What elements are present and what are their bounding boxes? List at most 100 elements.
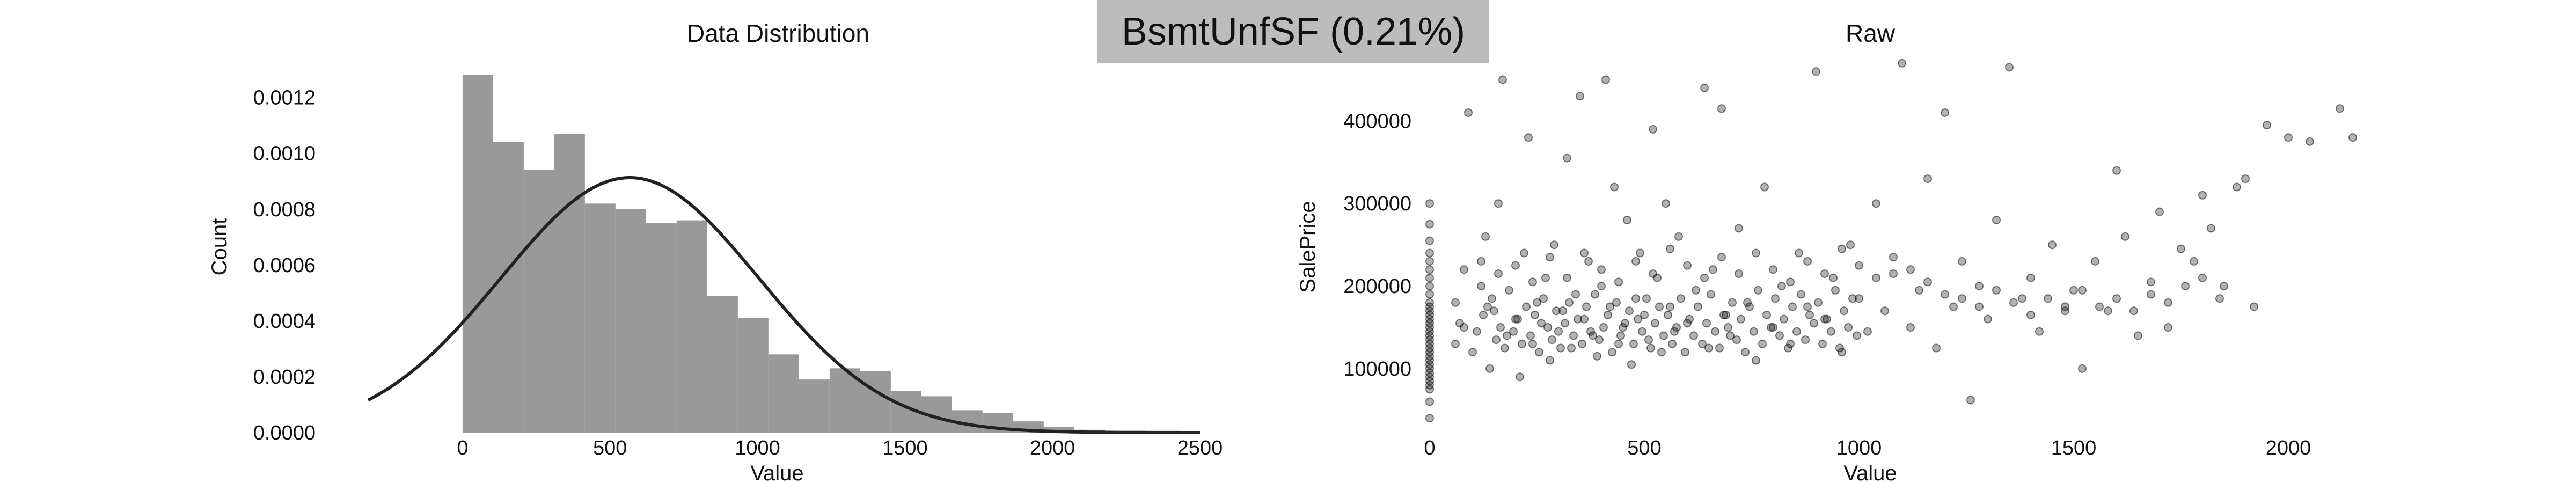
scatter-point <box>1425 199 1434 208</box>
scatter-y-label: SalePrice <box>1296 201 1320 292</box>
scatter-point <box>2009 298 2018 307</box>
scatter-point <box>1425 257 1434 266</box>
scatter-point <box>1511 314 1520 324</box>
scatter-point <box>1642 294 1651 303</box>
scatter-point <box>1533 298 1541 307</box>
scatter-point <box>1709 265 1717 274</box>
scatter-point <box>2078 286 2087 295</box>
scatter-point <box>1717 104 1726 113</box>
scatter-point <box>1702 319 1711 328</box>
scatter-point <box>2061 306 2069 316</box>
scatter-point <box>2147 290 2155 299</box>
scatter-point <box>1520 248 1528 258</box>
histogram-x-tick: 0 <box>457 437 468 459</box>
scatter-point <box>1872 273 1880 282</box>
scatter-point <box>1941 108 1949 117</box>
scatter-point <box>1494 269 1503 278</box>
histogram-x-label: Value <box>750 462 803 483</box>
scatter-point <box>1518 339 1526 348</box>
scatter-point <box>1786 339 1795 348</box>
scatter-point <box>1503 331 1511 340</box>
scatter-point <box>1546 253 1554 262</box>
histogram-x-tick: 1000 <box>735 437 780 459</box>
header-box: BsmtUnfSF (0.21%) <box>1097 0 1489 63</box>
scatter-point <box>1548 335 1556 345</box>
scatter-point <box>1531 310 1539 319</box>
histogram-chart: Data Distribution 0 500 1000 1500 2000 2500 0… <box>208 19 1223 483</box>
scatter-point <box>2220 282 2228 291</box>
scatter-point <box>1604 310 1612 319</box>
scatter-point <box>1571 290 1580 299</box>
scatter-point <box>1657 348 1666 357</box>
scatter-point <box>1788 302 1797 311</box>
scatter-point <box>1528 339 1537 348</box>
histogram-bar <box>799 379 830 433</box>
histogram-bar <box>676 220 707 433</box>
histogram-bar <box>462 75 493 433</box>
scatter-point <box>2215 294 2224 303</box>
scatter-x-label: Value <box>1843 462 1897 483</box>
scatter-point <box>2091 257 2099 266</box>
scatter-point <box>1537 319 1546 328</box>
scatter-point <box>1631 294 1640 303</box>
scatter-point <box>1558 306 1567 316</box>
scatter-point <box>1528 277 1537 287</box>
scatter-x-tick: 1000 <box>1836 437 1882 459</box>
scatter-point <box>1425 282 1434 291</box>
scatter-point <box>2181 282 2190 291</box>
scatter-point <box>1627 360 1636 369</box>
scatter-point <box>1923 174 1932 184</box>
scatter-point <box>1872 199 1880 208</box>
scatter-point <box>1516 372 1524 382</box>
scatter-point <box>1880 306 1889 316</box>
scatter-point <box>1612 298 1621 307</box>
scatter-point <box>2207 224 2215 233</box>
scatter-point <box>1700 273 1709 282</box>
scatter-point <box>1694 302 1702 311</box>
scatter-point <box>1483 302 1492 311</box>
scatter-point <box>1425 265 1434 274</box>
scatter-point <box>1838 244 1846 253</box>
scatter-point <box>1767 323 1775 332</box>
scatter-point <box>1681 348 1689 357</box>
scatter-point <box>1801 335 1810 345</box>
scatter-point <box>1451 298 1460 307</box>
scatter-point <box>1625 306 1634 316</box>
scatter-point <box>2284 133 2293 142</box>
scatter-point <box>1728 298 1737 307</box>
scatter-point <box>1563 273 1571 282</box>
scatter-point <box>1726 331 1735 340</box>
scatter-point <box>1831 286 1840 295</box>
scatter-point <box>1941 290 1949 299</box>
scatter-point <box>1780 314 1788 324</box>
scatter-point <box>2348 133 2357 142</box>
scatter-point <box>2164 298 2172 307</box>
scatter-point <box>1827 327 1835 336</box>
scatter-point <box>2233 182 2241 192</box>
scatter-point <box>1425 248 1434 258</box>
histogram-bar <box>523 170 554 433</box>
scatter-point <box>1711 327 1719 336</box>
histogram-y-ticks: 0.0000 0.0002 0.0004 0.0006 0.0008 0.0010 0.00… <box>253 87 316 444</box>
histogram-x-tick: 1500 <box>882 437 928 459</box>
scatter-point <box>1771 294 1780 303</box>
scatter-point <box>1760 182 1769 192</box>
scatter-point <box>1666 302 1674 311</box>
histogram-y-tick: 0.0010 <box>253 143 316 165</box>
scatter-point <box>1724 323 1732 332</box>
scatter-point <box>2306 137 2314 146</box>
scatter-point <box>2336 104 2344 113</box>
scatter-point <box>1722 310 1730 319</box>
scatter-point <box>2035 327 2044 336</box>
scatter-point <box>2190 257 2198 266</box>
scatter-point <box>1741 348 1750 357</box>
scatter-point <box>1485 364 1494 373</box>
scatter-point <box>1735 224 1743 233</box>
scatter-point <box>1805 310 1814 319</box>
scatter-point <box>1932 343 1941 353</box>
histogram-bar <box>554 134 585 433</box>
scatter-title: Raw <box>1846 19 1896 47</box>
scatter-point <box>1906 323 1915 332</box>
histogram-x-tick: 2000 <box>1030 437 1075 459</box>
scatter-points <box>1425 58 2357 423</box>
